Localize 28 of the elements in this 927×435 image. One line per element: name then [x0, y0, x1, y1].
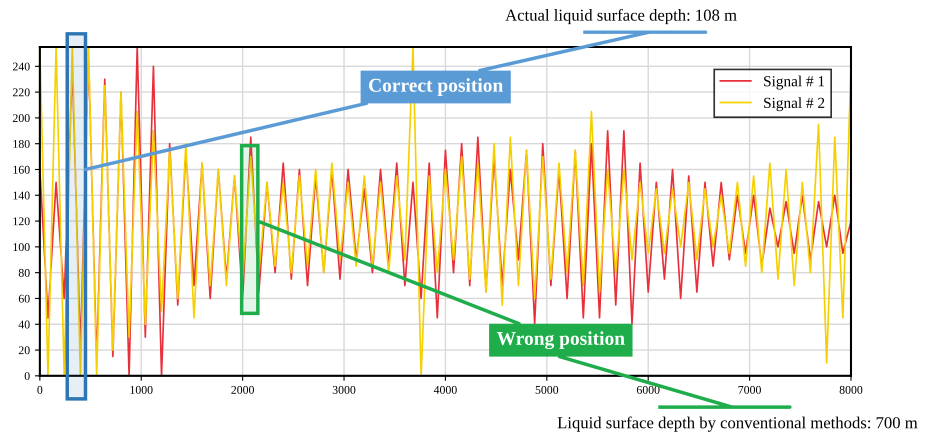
- x-tick-label: 3000: [332, 386, 356, 394]
- legend-label: Signal # 1: [764, 76, 824, 90]
- x-tick-label: 4000: [434, 386, 457, 394]
- x-tick-label: 1000: [130, 386, 153, 394]
- y-tick-label: 160: [13, 166, 30, 174]
- x-tick-label: 6000: [636, 386, 660, 394]
- y-tick-label: 120: [13, 217, 30, 226]
- x-tick-label: 7000: [738, 386, 761, 394]
- y-tick-label: 200: [12, 114, 30, 122]
- y-tick-label: 180: [13, 140, 30, 148]
- annotation: Correct position: [369, 78, 503, 96]
- y-tick-label: 80: [18, 268, 30, 277]
- legend-label: Signal # 2: [764, 97, 824, 112]
- text: Actual liquid surface depth: 108 m: [505, 8, 737, 24]
- y-tick-label: 40: [18, 320, 30, 328]
- y-tick-label: 140: [13, 192, 30, 200]
- y-tick-label: 60: [18, 294, 30, 303]
- y-tick-label: 20: [18, 346, 30, 354]
- x-tick-label: 8000: [840, 386, 862, 394]
- y-tick-label: 220: [12, 88, 30, 96]
- y-tick-label: 240: [12, 62, 30, 71]
- x-tick-label: 0: [37, 386, 42, 394]
- annotation: Wrong position: [496, 331, 625, 350]
- x-tick-label: 2000: [231, 386, 254, 394]
- y-tick-label: 0: [24, 372, 30, 380]
- x-tick-label: 5000: [536, 386, 558, 394]
- y-tick-label: 100: [13, 243, 30, 252]
- text: Liquid surface depth by conventional methods: 700 m: [558, 416, 918, 432]
